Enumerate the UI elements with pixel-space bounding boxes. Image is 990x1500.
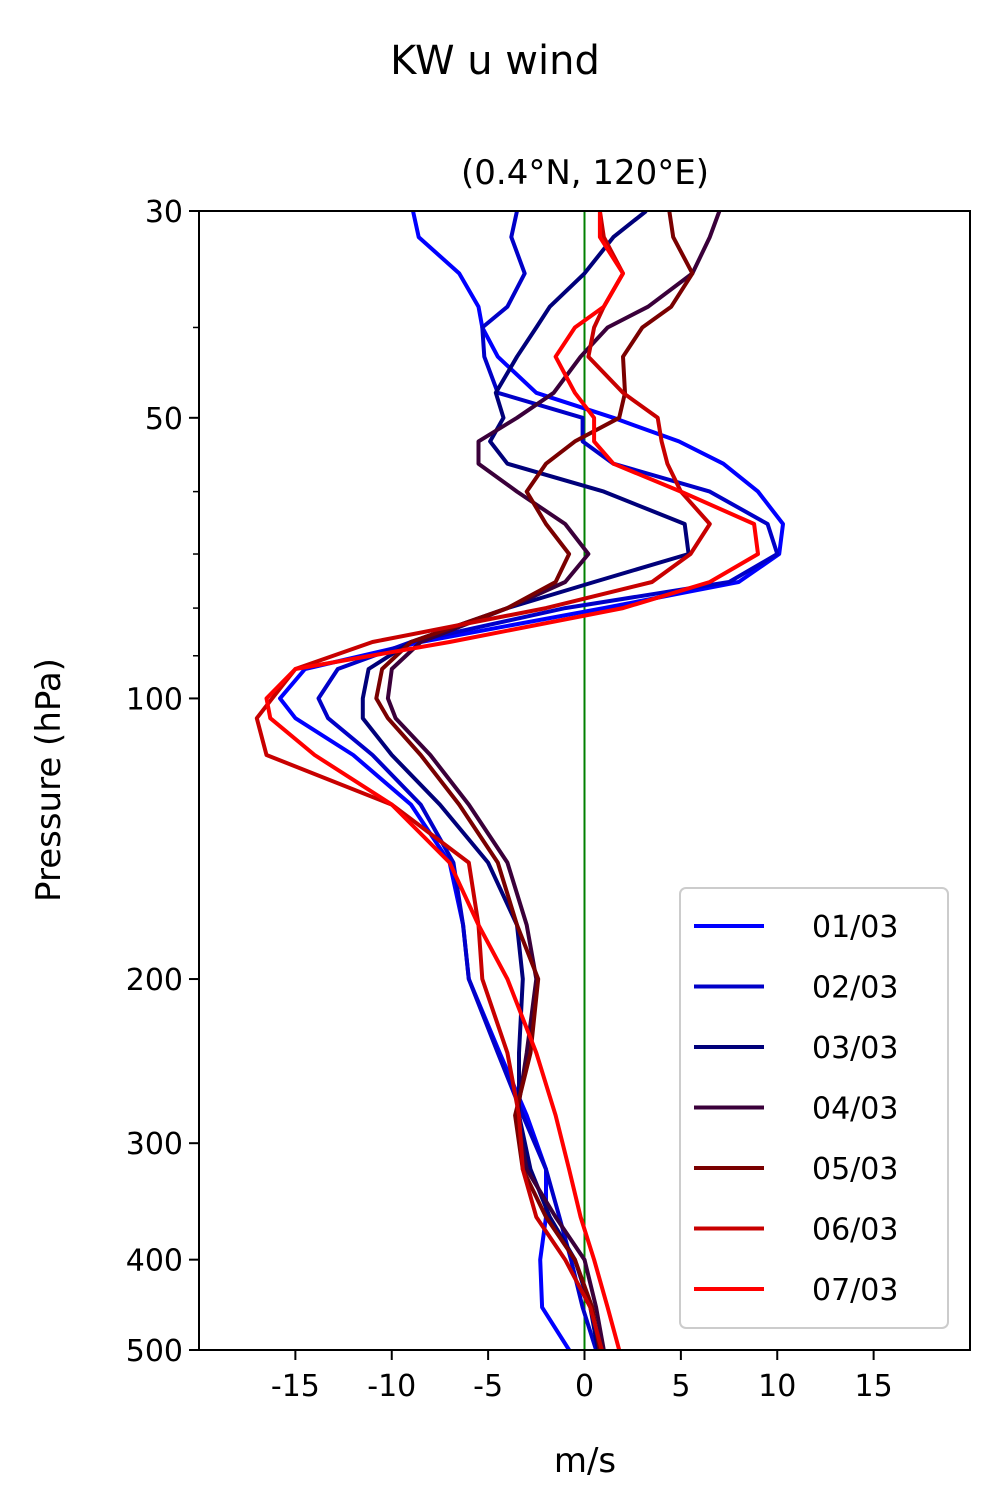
x-tick-label: -15	[271, 1369, 320, 1404]
x-tick-label: -10	[367, 1369, 416, 1404]
legend-label: 04/03	[812, 1092, 898, 1127]
y-tick-label: 500	[126, 1334, 183, 1369]
plot-area: -15 -10 -5 0 5 10 15 30 50 100 200 300 400 500	[126, 195, 971, 1404]
x-tick-label: 0	[575, 1369, 594, 1404]
legend-label: 02/03	[812, 971, 898, 1006]
legend-label: 05/03	[812, 1152, 898, 1187]
legend-label: 03/03	[812, 1031, 898, 1066]
y-axis-label: Pressure (hPa)	[29, 658, 69, 902]
x-tick-label: 5	[671, 1369, 690, 1404]
series-line-6	[254, 211, 712, 1350]
y-tick-label: 30	[145, 195, 183, 230]
legend-label: 01/03	[812, 910, 898, 945]
y-tick-label: 300	[126, 1127, 183, 1162]
x-tick-label: 15	[855, 1369, 893, 1404]
series-line-4	[385, 211, 722, 1350]
chart-subtitle: (0.4°N, 120°E)	[461, 153, 709, 193]
legend: 01/03 02/03 03/03 04/03 05/03 06/03 07/03	[679, 887, 949, 1329]
series-line-7	[264, 211, 760, 1350]
series-line-5	[374, 211, 695, 1350]
x-tick-label: 10	[758, 1369, 796, 1404]
x-axis-label: m/s	[554, 1441, 616, 1481]
y-tick-label: 50	[145, 402, 183, 437]
y-tick-label: 200	[126, 963, 183, 998]
legend-box	[679, 887, 949, 1329]
x-tick-label: -5	[473, 1369, 503, 1404]
y-tick-label: 100	[126, 682, 183, 717]
legend-label: 07/03	[812, 1273, 898, 1308]
y-tick-label: 400	[126, 1244, 183, 1279]
legend-label: 06/03	[812, 1213, 898, 1248]
chart-title: KW u wind	[390, 38, 600, 84]
